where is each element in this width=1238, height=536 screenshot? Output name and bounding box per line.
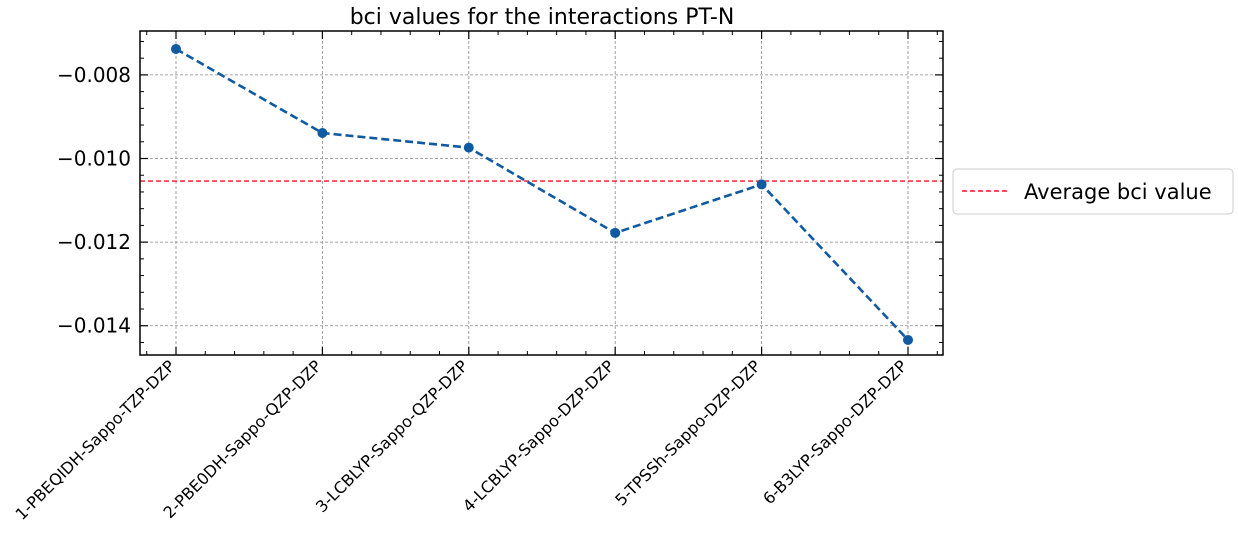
x-tick-label: 3-LCBLYP-Sappo-QZP-DZP	[312, 356, 472, 516]
y-tick-label: −0.008	[57, 63, 131, 87]
grid	[140, 31, 943, 355]
legend-average-label: Average bci value	[1024, 180, 1212, 204]
x-tick-label: 4-LCBLYP-Sappo-DZP-DZP	[459, 356, 618, 515]
legend-box	[952, 168, 1234, 215]
data-point	[317, 128, 328, 139]
y-tick-label: −0.010	[57, 147, 131, 171]
chart-title: bci values for the interactions PT-N	[350, 5, 735, 30]
data-point	[756, 179, 767, 190]
data-point	[903, 334, 913, 345]
y-tick-label: −0.014	[57, 314, 131, 338]
legend: Average bci value	[952, 168, 1234, 215]
data-point	[463, 142, 474, 153]
x-tick-labels: 1-PBEQIDH-Sappo-TZP-DZP2-PBE0DH-Sappo-QZ…	[12, 356, 911, 524]
data-point	[610, 227, 621, 238]
x-tick-label: 6-B3LYP-Sappo-DZP-DZP	[759, 356, 911, 508]
x-tick-label: 2-PBE0DH-Sappo-QZP-DZP	[160, 356, 326, 522]
axis-ticks	[140, 31, 943, 355]
series-layer	[171, 43, 913, 345]
y-tick-labels: −0.008 −0.010 −0.012 −0.014	[57, 63, 131, 338]
plot-frame	[139, 30, 944, 356]
x-tick-label: 5-TPSSh-Sappo-DZP-DZP	[611, 356, 764, 509]
series-line	[175, 47, 909, 341]
y-tick-label: −0.012	[57, 230, 131, 254]
data-point	[171, 43, 181, 54]
x-tick-label: 1-PBEQIDH-Sappo-TZP-DZP	[12, 356, 179, 523]
